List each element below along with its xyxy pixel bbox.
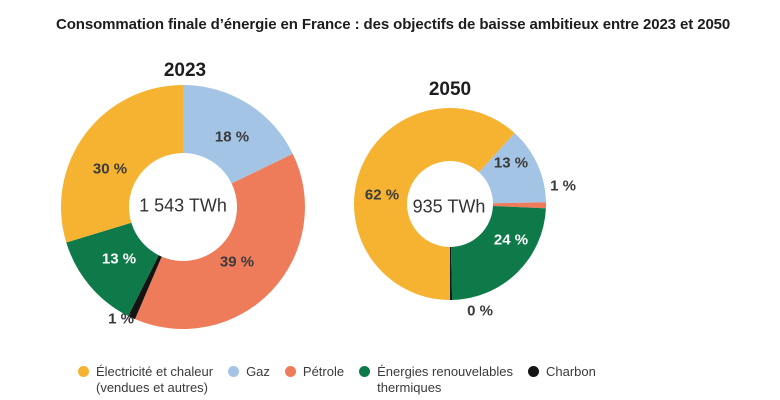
donut-2050 [354,107,547,301]
segment-2050-electricite-et-chaleur [354,107,515,300]
chart-title-2050: 2050 [428,79,472,100]
segment-value-label-2050-charbon: 0 % [467,302,493,320]
legend-item-gaz: Gaz [228,364,270,380]
segment-value-label-2050-petrole: 1 % [550,177,576,195]
segment-2023-gaz [183,84,293,184]
legend-label-gaz: Gaz [246,364,270,379]
center-total-2050: 935 TWh [412,196,486,217]
segment-value-label-2023-electricite-et-chaleur: 30 % [92,160,128,178]
legend-dot-petrole-icon [284,366,296,377]
segment-2023-energies-renouvelables-thermiques [66,222,159,316]
legend-label-petrole: Pétrole [302,364,345,379]
segment-2023-electricite-et-chaleur [61,85,184,243]
segment-2023-petrole [135,153,306,329]
legend-dot-electricite-icon [78,366,89,377]
segment-2050-petrole [492,202,547,209]
legend-item-charbon: Charbon [527,364,596,380]
legend-item-electricite-et-chaleur: Électricité et chaleur (vendues et autre… [78,364,213,396]
segment-2050-energies-renouvelables-thermiques [450,205,546,300]
legend-label-energies-renouvelables: Énergies renouvelables thermiques [377,364,513,395]
segment-value-label-2023-energies-renouvelables-thermiques: 13 % [101,250,137,268]
segment-value-label-2050-energies-renouvelables-thermiques: 24 % [493,231,529,249]
legend-dot-gaz-icon [228,366,240,377]
segment-value-label-2023-gaz: 18 % [214,128,250,146]
segment-value-label-2050-gaz: 13 % [493,154,529,172]
donut-2023 [61,84,306,329]
legend-label-electricite: Électricité et chaleur (vendues et autre… [96,364,214,395]
segment-2023-charbon [128,255,162,320]
chart-title-2023: 2023 [163,60,207,81]
center-total-2023: 1 543 TWh [139,195,227,216]
legend-dot-energies-renouvelables-icon [359,366,371,377]
legend-label-charbon: Charbon [545,364,596,379]
segment-value-label-2023-petrole: 39 % [219,253,255,271]
legend-item-energies-renouvelables: Énergies renouvelables thermiques [359,364,513,396]
segment-2050-charbon [450,246,453,301]
segment-value-label-2023-charbon: 1 % [108,310,134,328]
segment-value-label-2050-electricite-et-chaleur: 62 % [364,186,400,204]
page-title: Consommation finale d’énergie en France … [56,16,731,33]
legend-item-petrole: Pétrole [284,364,345,380]
legend: Électricité et chaleur (vendues et autre… [78,364,596,396]
segment-2050-gaz [479,133,546,204]
legend-dot-charbon-icon [527,366,539,377]
